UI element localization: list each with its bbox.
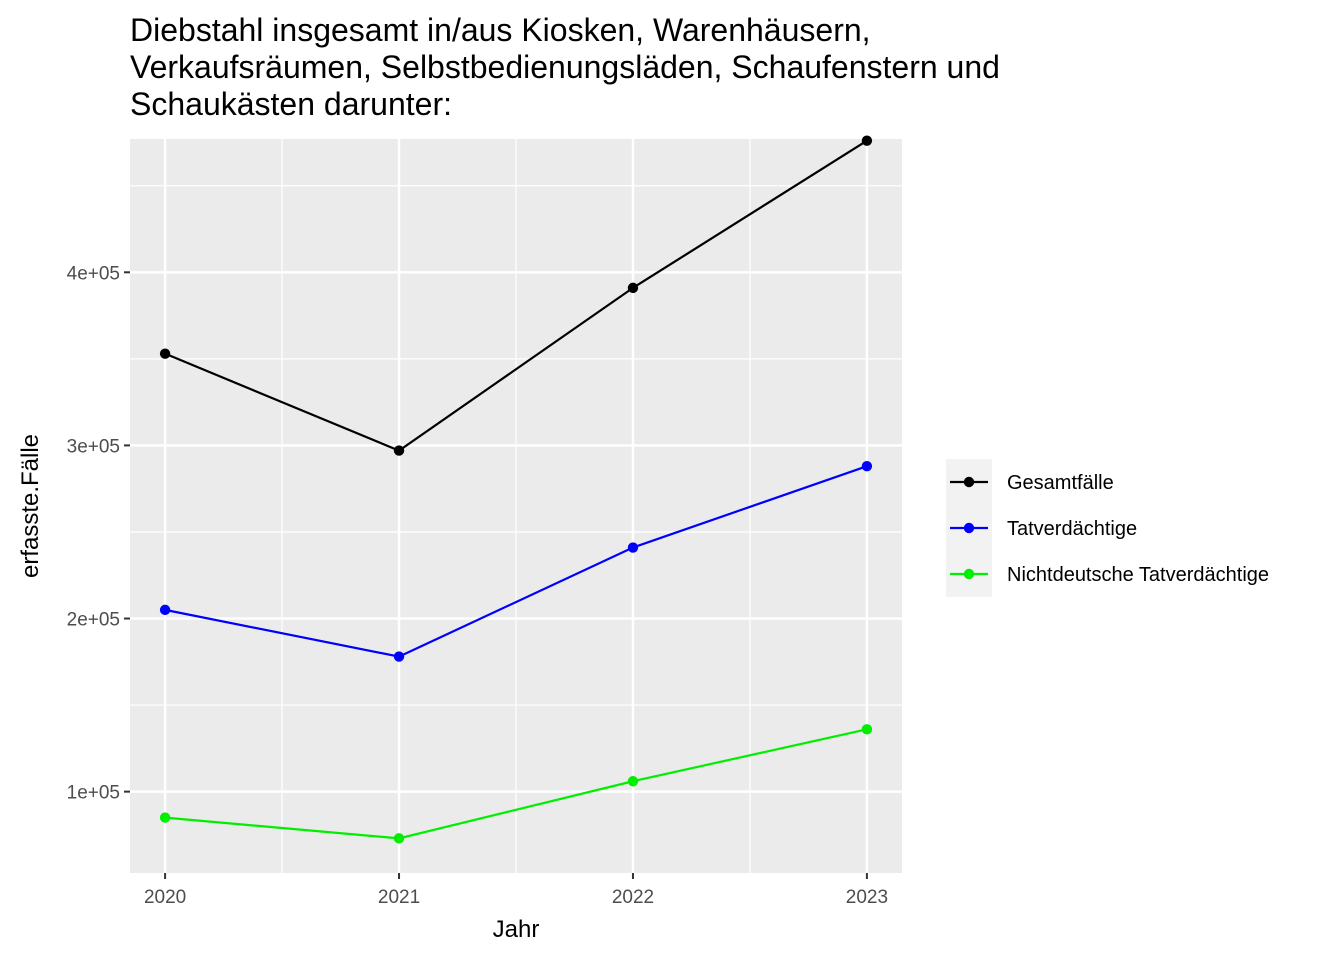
data-point (627, 282, 639, 294)
data-point (627, 776, 639, 787)
major-grid (130, 139, 902, 873)
x-tick-label: 2020 (144, 887, 186, 908)
legend-key-point (963, 476, 975, 488)
legend-item: Gesamtfälle (950, 472, 1114, 494)
series-line (164, 728, 868, 840)
legend-item: Nichtdeutsche Tatverdächtige (950, 564, 1269, 586)
x-axis: 2020 2021 2022 2023 (144, 873, 888, 908)
legend-key-point (963, 568, 975, 580)
chart-title: Diebstahl insgesamt in/aus Kiosken, Ware… (130, 12, 1000, 122)
data-point (393, 651, 405, 662)
y-axis-title: erfasste.Fälle (17, 434, 44, 578)
data-point (861, 724, 873, 735)
series-2 (159, 460, 873, 662)
data-point (393, 445, 405, 456)
series-line (164, 465, 868, 658)
title-line-1: Diebstahl insgesamt in/aus Kiosken, Ware… (130, 12, 871, 48)
y-axis: 1e+05 2e+05 3e+05 4e+05 (67, 263, 130, 804)
series-3 (159, 724, 873, 844)
legend-label: Tatverdächtige (1007, 518, 1137, 540)
series-1 (159, 135, 873, 456)
title-line-3: Schaukästen darunter: (130, 86, 452, 122)
y-tick-label: 3e+05 (67, 436, 120, 457)
y-tick-label: 2e+05 (67, 610, 120, 631)
legend: Gesamtfälle Tatverdächtige Nichtdeutsche T… (946, 459, 1269, 597)
legend-label: Nichtdeutsche Tatverdächtige (1007, 564, 1269, 586)
data-point (861, 135, 873, 146)
y-tick-label: 4e+05 (67, 263, 120, 284)
minor-grid (130, 139, 902, 873)
x-axis-title: Jahr (493, 916, 540, 943)
data-point (159, 812, 171, 823)
legend-item: Tatverdächtige (950, 518, 1137, 540)
data-point (393, 833, 405, 844)
x-tick-label: 2021 (378, 887, 420, 908)
legend-key-point (963, 522, 975, 534)
data-point (159, 348, 171, 359)
x-tick-label: 2023 (846, 887, 888, 908)
data-point (627, 542, 639, 553)
x-tick-label: 2022 (612, 887, 654, 908)
legend-label: Gesamtfälle (1007, 472, 1114, 494)
y-tick-label: 1e+05 (67, 783, 120, 804)
series-line (164, 139, 868, 452)
data-point (861, 460, 873, 472)
title-line-2: Verkaufsräumen, Selbstbedienungsläden, S… (130, 49, 1000, 85)
data-point (159, 604, 171, 616)
series-layer (159, 135, 873, 844)
